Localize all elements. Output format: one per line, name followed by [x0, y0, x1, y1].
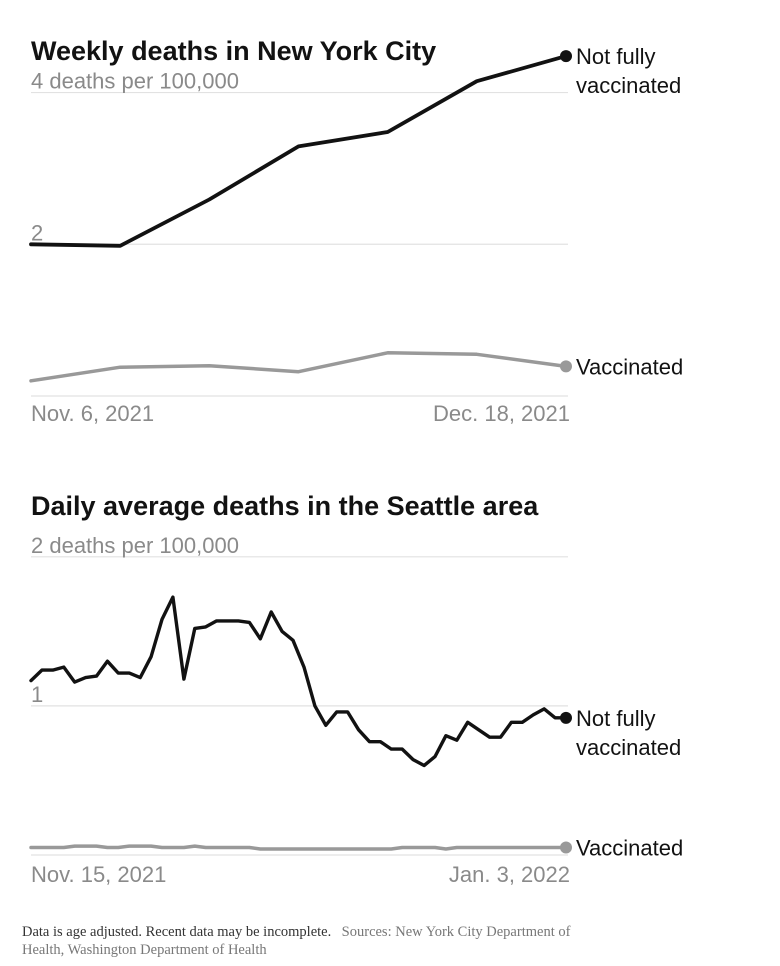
seattle-vaccinated-endpoint — [560, 841, 572, 854]
nyc-not-vaccinated-endpoint — [560, 50, 572, 63]
seattle-vaccinated-label: Vaccinated — [576, 836, 683, 861]
nyc-chart-title: Weekly deaths in New York City — [31, 36, 436, 66]
nyc-xlabel-start: Nov. 6, 2021 — [31, 401, 154, 426]
footer-line1: Data is age adjusted. Recent data may be… — [22, 923, 571, 940]
nyc-xlabel-end: Dec. 18, 2021 — [433, 401, 570, 426]
seattle-not-vaccinated-endpoint — [560, 711, 572, 724]
footer-sources-line1: Sources: New York City Department of — [342, 924, 571, 940]
seattle-chart: Daily average deaths in the Seattle area… — [29, 491, 683, 887]
nyc-ytick-low: 2 — [31, 220, 43, 245]
seattle-chart-title: Daily average deaths in the Seattle area — [31, 491, 539, 521]
seattle-ytick-high: 2 deaths per 100,000 — [31, 533, 239, 558]
seattle-not-vaccinated-label-line2: vaccinated — [576, 735, 681, 760]
nyc-vaccinated-label: Vaccinated — [576, 354, 683, 379]
seattle-series-not-vaccinated-line — [29, 595, 568, 768]
nyc-vaccinated-endpoint — [560, 360, 572, 373]
seattle-xlabel-end: Jan. 3, 2022 — [449, 862, 570, 887]
nyc-series-not-vaccinated-line — [29, 54, 568, 248]
footer-note: Data is age adjusted. Recent data may be… — [22, 924, 331, 940]
footer-sources-line2: Health, Washington Department of Health — [22, 942, 267, 958]
seattle-not-vaccinated-label-line1: Not fully — [576, 706, 655, 731]
footer: Data is age adjusted. Recent data may be… — [22, 923, 571, 958]
nyc-series-vaccinated-line — [29, 351, 568, 383]
nyc-chart: Weekly deaths in New York City 2 4 death… — [29, 36, 683, 426]
nyc-ytick-high: 4 deaths per 100,000 — [31, 69, 239, 94]
seattle-xlabel-start: Nov. 15, 2021 — [31, 862, 166, 887]
nyc-not-vaccinated-label-line1: Not fully — [576, 44, 655, 69]
nyc-not-vaccinated-label-line2: vaccinated — [576, 73, 681, 98]
seattle-ytick-low: 1 — [31, 682, 43, 707]
seattle-series-vaccinated-line — [29, 844, 568, 851]
seattle-gridlines — [31, 556, 568, 856]
